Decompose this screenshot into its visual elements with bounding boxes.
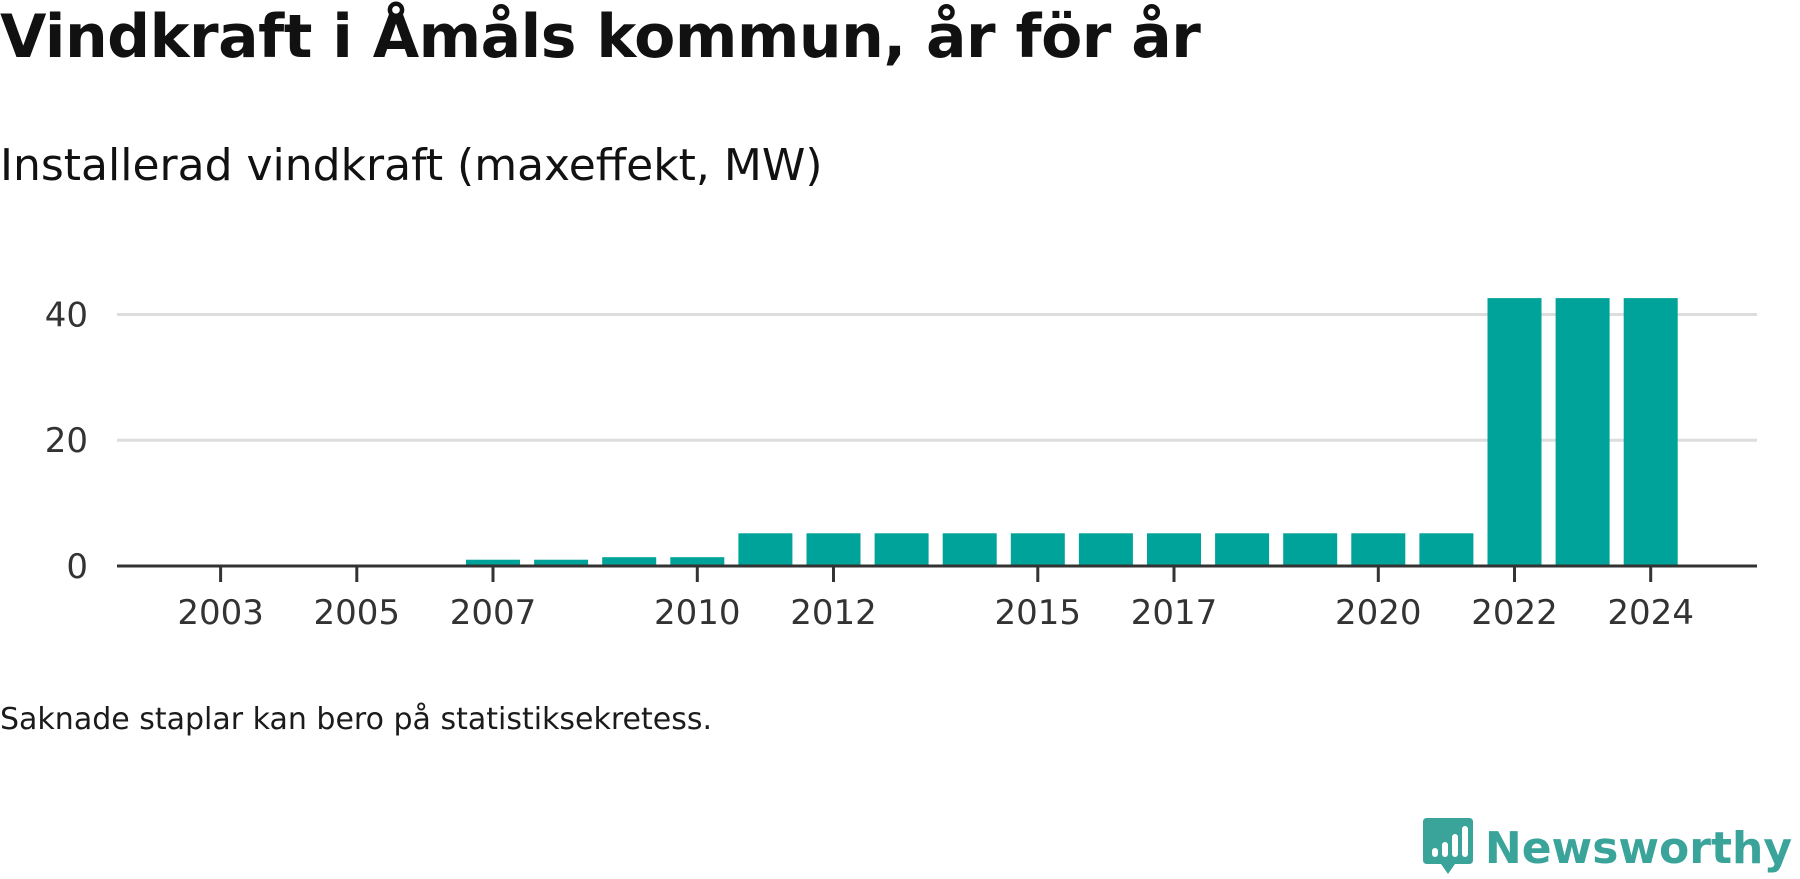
y-tick-label: 20 xyxy=(45,421,88,461)
bar-2014 xyxy=(942,533,997,566)
bar-2020 xyxy=(1351,533,1406,566)
chart-title: Vindkraft i Åmåls kommun, år för år xyxy=(0,2,1201,72)
bar-chart-speech-bubble-icon xyxy=(1422,818,1473,874)
gridlines xyxy=(117,312,1757,442)
x-tick-label: 2007 xyxy=(450,593,537,633)
y-tick-label: 0 xyxy=(66,547,88,587)
tick-labels: 0 20 40 2003 2005 2007 2010 2012 2015 2017 2020 202… xyxy=(45,295,1694,633)
x-axis xyxy=(117,564,1757,582)
footnote: Saknade staplar kan bero på statistiksek… xyxy=(0,702,713,737)
bars xyxy=(466,298,1678,566)
bar-2023 xyxy=(1555,298,1610,566)
bar-2024 xyxy=(1623,298,1678,566)
bar-2016 xyxy=(1078,533,1133,566)
x-tick-label: 2022 xyxy=(1471,593,1558,633)
x-tick-label: 2017 xyxy=(1131,593,1218,633)
bar-2018 xyxy=(1215,533,1270,566)
brand-name: Newsworthy xyxy=(1484,822,1792,874)
x-tick-label: 2003 xyxy=(177,593,264,633)
bar-2021 xyxy=(1419,533,1474,566)
bar-2008 xyxy=(534,559,589,566)
bar-2012 xyxy=(806,533,861,566)
bar-2019 xyxy=(1283,533,1338,566)
x-tick-label: 2020 xyxy=(1335,593,1422,633)
x-tick-label: 2015 xyxy=(995,593,1082,633)
bar-2011 xyxy=(738,533,793,566)
bar-2007 xyxy=(466,559,520,566)
x-tick-label: 2012 xyxy=(790,593,877,633)
bar-2009 xyxy=(602,557,657,566)
x-tick-label: 2010 xyxy=(654,593,741,633)
x-tick-label: 2024 xyxy=(1607,593,1694,633)
y-tick-label: 40 xyxy=(45,295,88,335)
newsworthy-logo: Newsworthy xyxy=(1422,818,1792,876)
bar-2015 xyxy=(1010,533,1065,566)
bar-2013 xyxy=(874,533,929,566)
bar-2017 xyxy=(1147,533,1201,566)
bar-2022 xyxy=(1487,298,1542,566)
chart-subtitle: Installerad vindkraft (maxeffekt, MW) xyxy=(0,140,823,191)
bar-2010 xyxy=(670,557,725,566)
x-tick-label: 2005 xyxy=(314,593,401,633)
